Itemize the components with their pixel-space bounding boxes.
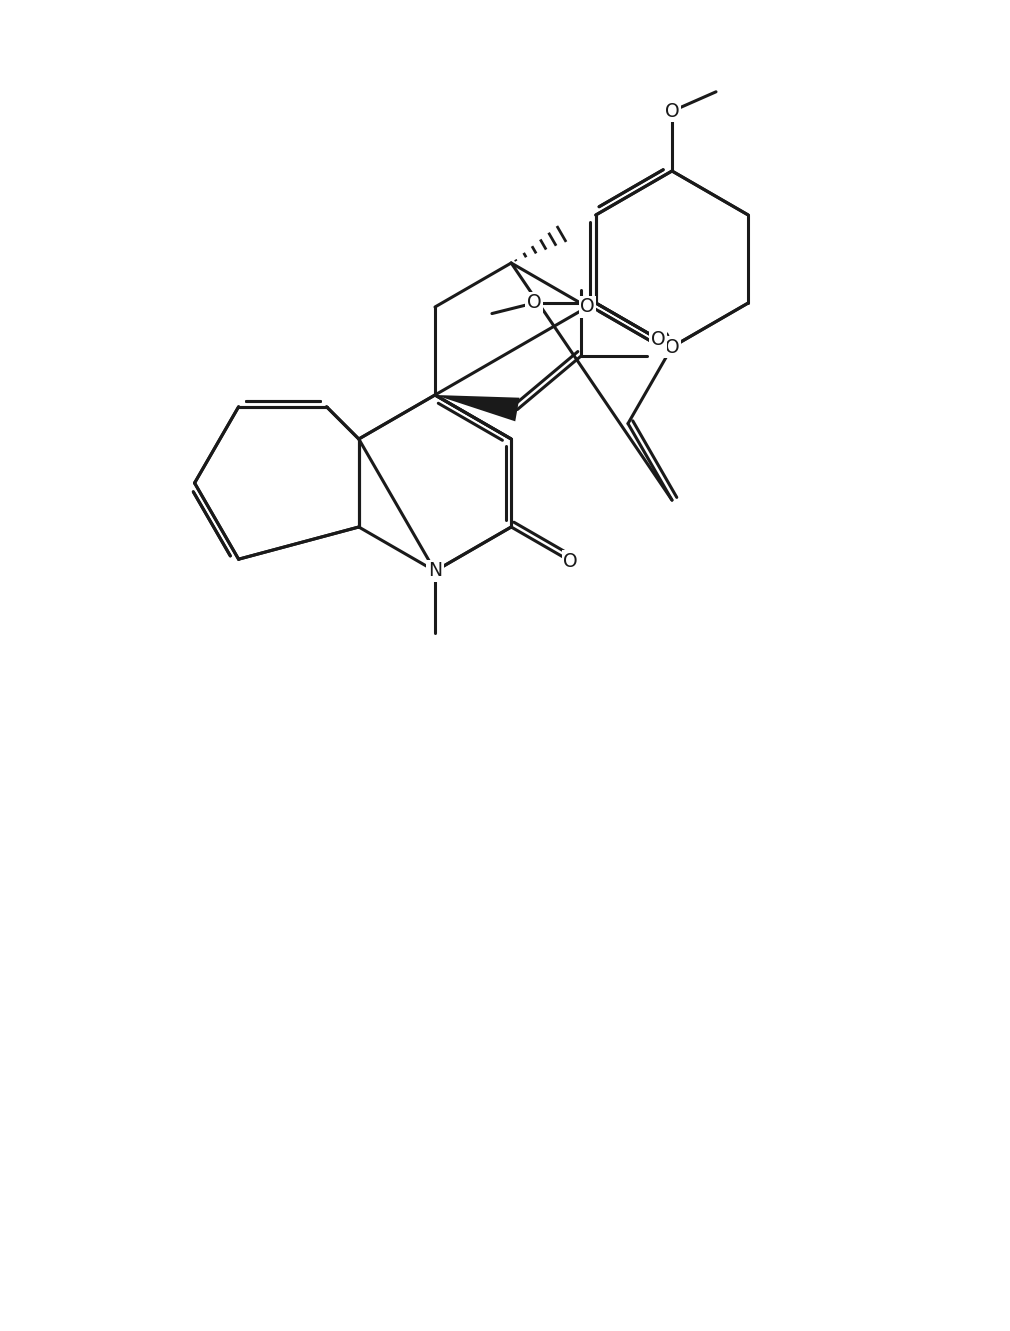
Text: O: O — [580, 298, 595, 317]
Text: O: O — [665, 338, 680, 357]
Text: N: N — [428, 562, 442, 580]
Polygon shape — [435, 395, 519, 422]
Text: O: O — [665, 338, 680, 357]
Text: O: O — [665, 101, 680, 121]
Text: O: O — [564, 552, 578, 571]
Text: O: O — [527, 294, 541, 313]
Text: O: O — [655, 330, 671, 349]
Text: O: O — [651, 330, 666, 349]
